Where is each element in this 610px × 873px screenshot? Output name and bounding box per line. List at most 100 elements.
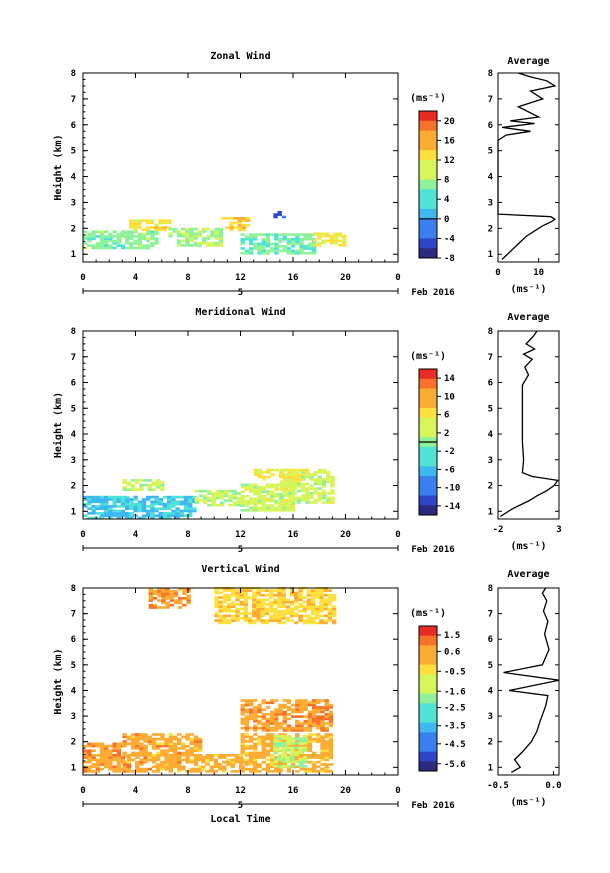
heatmap-cell bbox=[286, 726, 292, 730]
heatmap-cell bbox=[104, 230, 109, 233]
heatmap-cell bbox=[273, 758, 278, 761]
heatmap-cell bbox=[178, 606, 183, 609]
heatmap-cell bbox=[257, 497, 262, 500]
heatmap-cell bbox=[302, 746, 308, 750]
heatmap-cell bbox=[281, 616, 286, 620]
heatmap-cell bbox=[178, 601, 183, 605]
heatmap-cell bbox=[286, 744, 292, 748]
heatmap-cell bbox=[274, 699, 279, 702]
heatmap-cell bbox=[207, 496, 212, 500]
heatmap-cell bbox=[240, 242, 245, 246]
heatmap-cell bbox=[192, 507, 197, 510]
y-tick-label: 8 bbox=[71, 69, 76, 79]
heatmap-cell bbox=[239, 616, 244, 620]
heatmap-cell bbox=[151, 737, 157, 741]
heatmap-cell bbox=[265, 735, 271, 739]
heatmap-cell bbox=[292, 496, 297, 500]
heatmap-cell bbox=[248, 247, 254, 250]
heatmap-cell bbox=[281, 751, 287, 754]
heatmap-cell bbox=[315, 607, 320, 611]
heatmap-cell bbox=[122, 742, 127, 746]
colorbar-tick-label: 10 bbox=[444, 392, 455, 402]
heatmap-cell bbox=[248, 751, 254, 755]
heatmap-cell bbox=[189, 749, 194, 752]
heatmap-cell bbox=[171, 512, 176, 515]
heatmap-cell bbox=[265, 744, 271, 748]
heatmap-cell bbox=[295, 765, 300, 769]
heatmap-cell bbox=[99, 749, 105, 752]
heatmap-cell bbox=[286, 247, 292, 250]
heatmap-cell bbox=[120, 500, 126, 504]
heatmap-cell bbox=[139, 479, 144, 482]
heatmap-cell bbox=[152, 606, 158, 609]
heatmap-cell bbox=[273, 614, 278, 618]
heatmap-cell bbox=[321, 239, 326, 243]
heatmap-cell bbox=[112, 770, 117, 773]
heatmap-cell bbox=[193, 742, 199, 746]
heatmap-cell bbox=[87, 502, 92, 506]
heatmap-cell bbox=[291, 478, 296, 481]
heatmap-cell bbox=[156, 483, 161, 487]
x-tick-label: 12 bbox=[235, 786, 246, 796]
heatmap-cell bbox=[215, 496, 220, 500]
heatmap-cell bbox=[302, 755, 308, 759]
heatmap-cell bbox=[157, 606, 162, 609]
heatmap-cell bbox=[248, 737, 254, 741]
heatmap-cell bbox=[240, 717, 245, 721]
heatmap-cell bbox=[193, 767, 199, 771]
heatmap-cell bbox=[108, 505, 113, 508]
heatmap-cell bbox=[235, 603, 240, 606]
heatmap-cell bbox=[158, 507, 163, 510]
heatmap-cell bbox=[150, 505, 155, 508]
heatmap-cell bbox=[146, 514, 151, 517]
heatmap-cell bbox=[291, 468, 296, 472]
heatmap-cell bbox=[248, 770, 254, 773]
colorbar-tick-label: -4.5 bbox=[444, 740, 466, 750]
heatmap-cell bbox=[175, 507, 180, 510]
heatmap-cell bbox=[133, 221, 138, 225]
heatmap-cell bbox=[232, 496, 237, 500]
heatmap-cell bbox=[320, 756, 325, 759]
heatmap-cell bbox=[265, 701, 271, 705]
heatmap-cell bbox=[152, 597, 158, 600]
heatmap-cell bbox=[326, 478, 331, 481]
heatmap-cell bbox=[316, 701, 321, 705]
heatmap-cell bbox=[226, 589, 232, 592]
heatmap-cell bbox=[175, 512, 180, 515]
heatmap-cell bbox=[252, 603, 257, 606]
heatmap-cell bbox=[252, 612, 257, 615]
heatmap-cell bbox=[108, 244, 113, 247]
heatmap-cell bbox=[150, 514, 155, 517]
heatmap-cell bbox=[319, 589, 324, 592]
heatmap-cell bbox=[91, 742, 96, 746]
heatmap-cell bbox=[193, 744, 199, 748]
heatmap-cell bbox=[189, 227, 194, 231]
heatmap-cell bbox=[168, 735, 173, 739]
heatmap-cell bbox=[320, 737, 325, 741]
heatmap-cell bbox=[218, 591, 223, 595]
heatmap-cell bbox=[147, 756, 152, 759]
heatmap-cell bbox=[306, 603, 312, 606]
heatmap-cell bbox=[324, 751, 329, 755]
heatmap-cell bbox=[211, 492, 216, 495]
heatmap-cell bbox=[141, 228, 146, 232]
heatmap-cell bbox=[99, 756, 105, 759]
heatmap-cell bbox=[240, 251, 245, 255]
heatmap-cell bbox=[164, 737, 169, 741]
heatmap-cell bbox=[241, 219, 247, 222]
heatmap-cell bbox=[253, 485, 258, 489]
heatmap-cell bbox=[244, 758, 250, 762]
heatmap-cell bbox=[331, 619, 337, 622]
heatmap-cell bbox=[298, 742, 303, 745]
heatmap-cell bbox=[295, 478, 300, 481]
heatmap-cell bbox=[213, 760, 219, 764]
heatmap-cell bbox=[164, 758, 169, 762]
heatmap-cell bbox=[214, 596, 219, 599]
heatmap-cell bbox=[154, 228, 159, 232]
heatmap-cell bbox=[296, 498, 302, 502]
heatmap-cell bbox=[130, 735, 136, 739]
heatmap-cell bbox=[161, 597, 166, 600]
heatmap-cell bbox=[324, 756, 329, 759]
heatmap-cell bbox=[87, 754, 92, 757]
heatmap-cell bbox=[214, 612, 219, 615]
